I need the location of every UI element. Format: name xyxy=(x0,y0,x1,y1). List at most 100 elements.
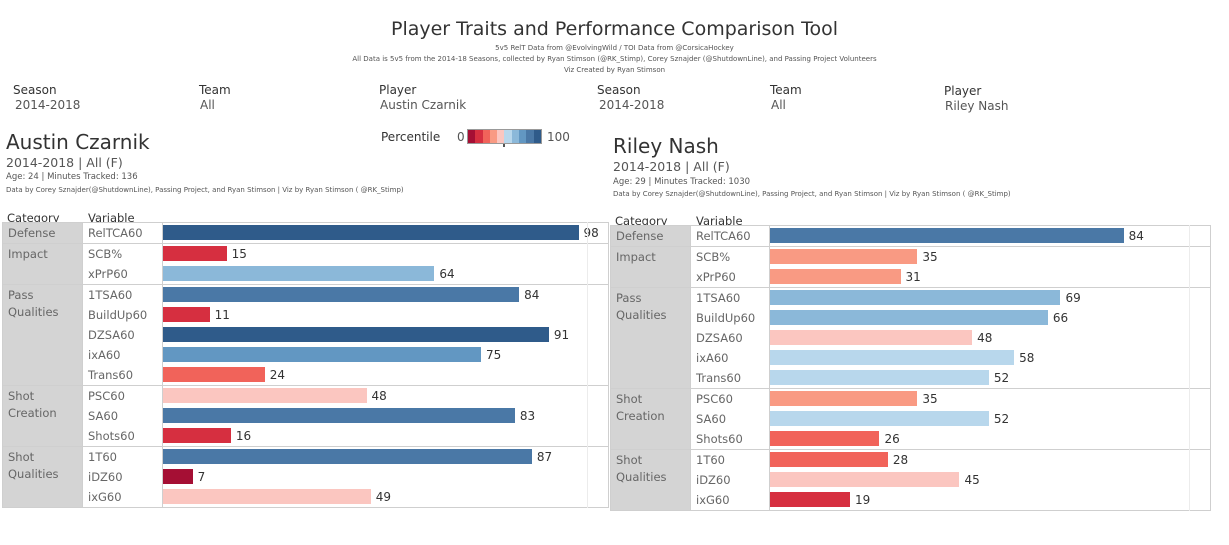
variable-label: 1T60 xyxy=(88,450,117,464)
bar-1tsa60[interactable] xyxy=(163,287,520,302)
bar-sa60[interactable] xyxy=(770,411,989,426)
filter-label: Season xyxy=(597,83,641,97)
bar-buildup60[interactable] xyxy=(163,307,210,322)
bar-ixa60[interactable] xyxy=(163,347,481,362)
bar-reltca60[interactable] xyxy=(770,228,1124,243)
gridline xyxy=(587,222,588,508)
category-cell xyxy=(610,450,690,510)
filter-value[interactable]: 2014-2018 xyxy=(15,98,81,112)
value-label: 35 xyxy=(922,392,938,406)
value-label: 7 xyxy=(197,470,206,484)
subtitle-line: Viz Created by Ryan Stimson xyxy=(563,66,666,74)
value-label: 28 xyxy=(892,453,909,467)
category-label-line: Qualities xyxy=(616,308,667,322)
filter-value[interactable]: Riley Nash xyxy=(945,99,1009,113)
bar-scb[interactable] xyxy=(163,246,227,261)
legend-max-label: 100 xyxy=(547,130,570,144)
bar-dzsa60[interactable] xyxy=(163,327,549,342)
category-label: Shot Qualities xyxy=(8,449,59,483)
category-cell xyxy=(610,288,690,388)
category-label: Impact xyxy=(616,249,656,266)
variable-label: Trans60 xyxy=(88,368,134,382)
group-divider xyxy=(2,385,608,386)
value-label: 35 xyxy=(922,250,938,264)
bar-ixg60[interactable] xyxy=(163,489,371,504)
player-meta: Age: 29 | Minutes Tracked: 1030 xyxy=(613,177,751,187)
value-label: 91 xyxy=(553,328,570,342)
legend-swatch xyxy=(519,130,527,143)
bar-1tsa60[interactable] xyxy=(770,290,1061,305)
legend-swatch xyxy=(526,130,534,143)
filter-value[interactable]: All xyxy=(200,98,215,112)
value-label: 49 xyxy=(375,490,392,504)
category-cell xyxy=(610,226,690,246)
legend-swatch xyxy=(475,130,483,143)
legend-min-label: 0 xyxy=(457,130,465,144)
category-label-line: Qualities xyxy=(616,470,667,484)
category-cell xyxy=(2,386,82,446)
filter-value[interactable]: 2014-2018 xyxy=(599,98,665,112)
bar-psc60[interactable] xyxy=(770,391,918,406)
value-label: 26 xyxy=(884,432,900,446)
table-border xyxy=(610,225,1210,226)
bar-1t60[interactable] xyxy=(770,452,888,467)
dashboard-title: Player Traits and Performance Comparison… xyxy=(390,18,839,40)
variable-label: SCB% xyxy=(88,247,123,261)
bar-scb[interactable] xyxy=(770,249,918,264)
category-label-line: Creation xyxy=(616,409,665,423)
variable-label: RelTCA60 xyxy=(696,229,751,243)
bar-shots60[interactable] xyxy=(770,431,880,446)
player-credit: Data by Corey Sznajder(@ShutdownLine), P… xyxy=(6,186,404,194)
value-label: 83 xyxy=(519,409,536,423)
variable-label: 1T60 xyxy=(696,453,725,467)
bar-xprp60[interactable] xyxy=(163,266,435,281)
legend-title: Percentile xyxy=(381,130,441,144)
bar-idz60[interactable] xyxy=(770,472,960,487)
category-label-line: Shot xyxy=(616,392,643,406)
bar-trans60[interactable] xyxy=(163,367,265,382)
gridline xyxy=(1189,225,1190,511)
category-cell xyxy=(610,389,690,449)
category-label: Shot Creation xyxy=(8,388,57,422)
value-label: 84 xyxy=(524,288,540,302)
legend-color-ramp xyxy=(467,129,542,144)
player-season-team: 2014-2018 | All (F) xyxy=(6,155,123,170)
bar-trans60[interactable] xyxy=(770,370,989,385)
legend-marker xyxy=(503,144,505,147)
bar-xprp60[interactable] xyxy=(770,269,901,284)
category-label-line: Shot xyxy=(8,389,35,403)
table-border xyxy=(610,225,611,511)
category-label: Defense xyxy=(616,228,663,245)
bar-buildup60[interactable] xyxy=(770,310,1048,325)
bar-reltca60[interactable] xyxy=(163,225,579,240)
value-label: 24 xyxy=(269,368,286,382)
variable-label: xPrP60 xyxy=(88,267,128,281)
table-border xyxy=(1210,225,1211,511)
bar-psc60[interactable] xyxy=(163,388,367,403)
category-label-line: Qualities xyxy=(8,467,59,481)
bar-1t60[interactable] xyxy=(163,449,532,464)
bar-dzsa60[interactable] xyxy=(770,330,973,345)
variable-label: Shots60 xyxy=(696,432,743,446)
bar-shots60[interactable] xyxy=(163,428,231,443)
filter-label: Team xyxy=(770,83,802,97)
category-cell xyxy=(2,223,82,243)
variable-label: PSC60 xyxy=(696,392,733,406)
category-label-line: Shot xyxy=(616,453,643,467)
bar-sa60[interactable] xyxy=(163,408,515,423)
value-label: 98 xyxy=(583,226,599,240)
variable-label: BuildUp60 xyxy=(696,311,756,325)
filter-value[interactable]: Austin Czarnik xyxy=(380,98,467,112)
category-label: Shot Qualities xyxy=(616,452,667,486)
category-cell xyxy=(2,285,82,385)
bar-idz60[interactable] xyxy=(163,469,193,484)
bar-ixg60[interactable] xyxy=(770,492,850,507)
bar-ixa60[interactable] xyxy=(770,350,1015,365)
category-cell xyxy=(2,244,82,284)
column-header-category: Category xyxy=(7,211,60,225)
column-header-variable: Variable xyxy=(88,211,135,225)
category-label-line: Pass xyxy=(8,288,34,302)
category-label-line: Impact xyxy=(8,247,48,261)
column-divider xyxy=(769,225,770,511)
filter-value[interactable]: All xyxy=(771,98,786,112)
